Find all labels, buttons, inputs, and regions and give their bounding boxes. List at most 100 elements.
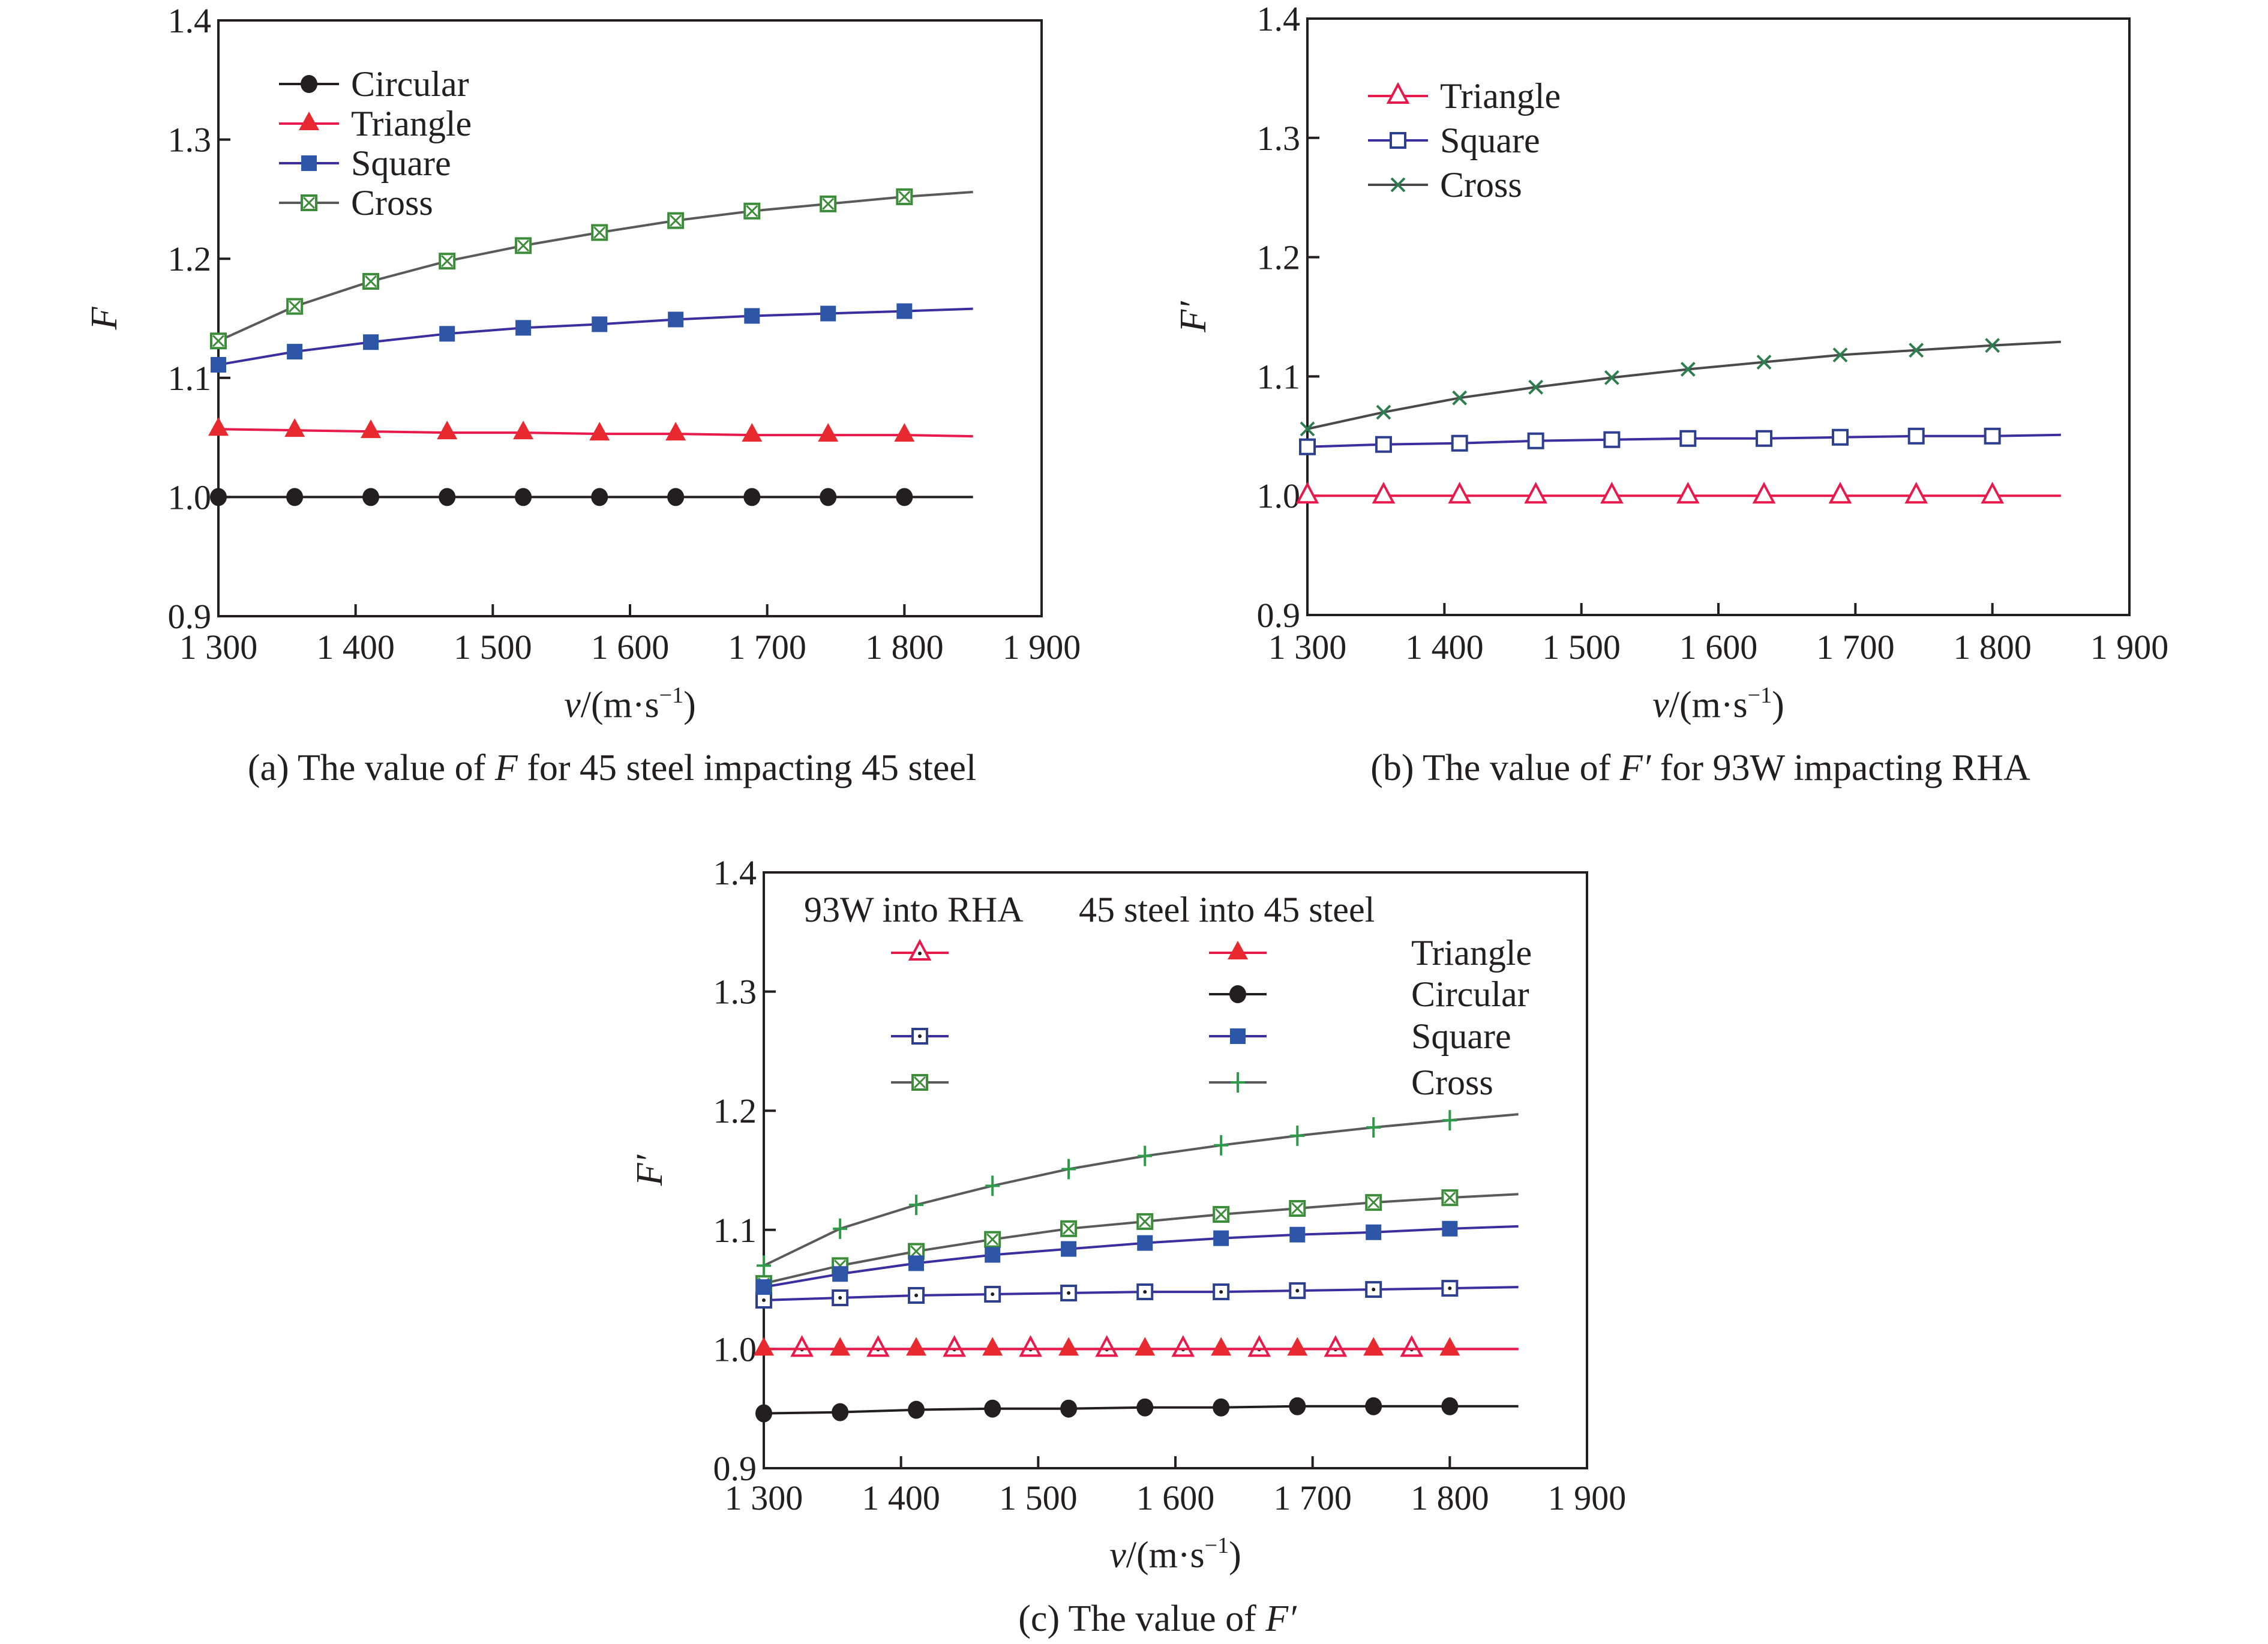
- data-point: [896, 188, 913, 205]
- data-point: [984, 1399, 1001, 1418]
- x-axis-title: v/(m·s−1): [564, 683, 696, 725]
- legend-row: Triangle: [891, 933, 1532, 973]
- marker-cross: [670, 214, 682, 227]
- legend-label: Square: [351, 143, 451, 183]
- data-point: [589, 422, 610, 441]
- y-axis-title: F′: [629, 1154, 670, 1186]
- legend-marker: [1390, 132, 1406, 149]
- data-point: [820, 195, 837, 212]
- marker-cross: [1139, 1215, 1151, 1228]
- legend-header-left: 93W into RHA: [804, 890, 1024, 929]
- x-axis-title: v/(m·s−1): [1652, 683, 1784, 725]
- data-point: [1135, 1337, 1156, 1356]
- data-point: [1441, 1397, 1459, 1415]
- data-point: [1442, 1220, 1458, 1237]
- legend-marker: [1228, 941, 1248, 959]
- y-tick-label: 0.9: [168, 597, 212, 636]
- data-point: [1061, 1159, 1076, 1180]
- x-tick-label: 1 500: [999, 1478, 1078, 1517]
- legend: 93W into RHA 45 steel into 45 steel Triang…: [804, 890, 1532, 1102]
- data-point: [896, 303, 913, 319]
- marker-outline: [832, 1289, 849, 1307]
- series-45-steel-into-45-steel-triangle: [754, 1337, 1519, 1356]
- caption-variable: F: [494, 748, 518, 788]
- y-tick-label: 1.0: [713, 1330, 757, 1369]
- data-point: [667, 212, 685, 229]
- data-point: [985, 1175, 1000, 1196]
- data-point: [1985, 338, 2000, 353]
- data-point: [515, 488, 532, 506]
- caption-suffix: for 93W impacting RHA: [1651, 748, 2030, 788]
- data-point: [894, 423, 915, 442]
- marker-outline: [943, 1335, 966, 1357]
- x-tick-label: 1 900: [2090, 628, 2169, 667]
- data-point: [1363, 1337, 1384, 1356]
- data-point: [1365, 1194, 1382, 1211]
- x-axis-close: ): [683, 685, 696, 725]
- data-point: [513, 421, 534, 440]
- data-point: [208, 417, 229, 436]
- legend-label: Cross: [1411, 1063, 1493, 1102]
- data-point: [744, 308, 760, 324]
- marker-dot: [914, 1294, 919, 1298]
- data-point: [1289, 1282, 1306, 1300]
- y-tick-label: 1.4: [713, 853, 757, 892]
- legend-label: Triangle: [351, 104, 472, 143]
- y-axis-title: F: [84, 306, 125, 330]
- data-point: [820, 305, 836, 322]
- data-point: [1524, 481, 1547, 504]
- data-point: [591, 224, 608, 241]
- y-tick-label: 0.9: [1257, 596, 1301, 635]
- x-axis-var: v: [564, 685, 581, 725]
- x-axis-unit: /(m·s: [1126, 1535, 1205, 1576]
- legend-row: Square: [891, 1016, 1511, 1056]
- data-point: [908, 1255, 925, 1271]
- marker-outline: [790, 1335, 814, 1357]
- data-point: [1442, 1110, 1457, 1131]
- data-point: [982, 1337, 1003, 1356]
- data-point: [756, 1279, 772, 1295]
- x-axis-close: ): [1772, 685, 1784, 725]
- marker-cross: [1063, 1222, 1075, 1235]
- legend-marker: [908, 938, 932, 961]
- caption-prefix: (b) The value of: [1370, 748, 1619, 788]
- data-point: [286, 488, 304, 506]
- legend-marker: [301, 75, 317, 93]
- x-axis-unit: /(m·s: [581, 685, 659, 725]
- data-point: [515, 237, 532, 254]
- data-point: [1604, 370, 1619, 385]
- marker-cross: [441, 255, 454, 268]
- legend-item: Square: [279, 143, 451, 183]
- data-point: [668, 311, 684, 328]
- data-point: [1213, 1230, 1229, 1246]
- x-tick-label: 1 400: [862, 1478, 940, 1517]
- y-tick-label: 1.3: [713, 973, 757, 1012]
- legend-marker: [301, 194, 317, 211]
- x-tick-label: 1 500: [454, 628, 532, 667]
- marker-cross: [302, 196, 316, 209]
- x-axis-unit-exponent: −1: [1748, 683, 1772, 708]
- marker-dot: [1295, 1289, 1300, 1293]
- data-point: [1290, 1125, 1305, 1146]
- chart-caption: (c) The value of F′: [1018, 1598, 1297, 1639]
- data-point: [361, 419, 382, 439]
- data-point: [437, 421, 458, 440]
- legend-marker: [299, 112, 319, 130]
- y-tick-label: 1.1: [713, 1211, 757, 1250]
- data-point: [1676, 481, 1700, 504]
- data-point: [832, 1403, 849, 1421]
- data-point: [667, 488, 685, 506]
- chart-b: 1 300 1 400 1 500 1 600 1 700 1 800 1 900 0.9 1.…: [1173, 0, 2168, 788]
- legend-item: Triangle: [1368, 76, 1561, 116]
- legend-label: Triangle: [1411, 933, 1532, 973]
- legend-marker: [1231, 1072, 1245, 1093]
- series-45-steel-into-45-steel-cross: [757, 1110, 1519, 1276]
- y-tick-label: 0.9: [713, 1449, 757, 1488]
- legend-header-right: 45 steel into 45 steel: [1079, 890, 1375, 929]
- legend-label: Square: [1411, 1016, 1511, 1056]
- y-tick-label: 1.4: [168, 1, 212, 40]
- data-point: [1289, 1200, 1306, 1217]
- data-point: [1904, 481, 1928, 504]
